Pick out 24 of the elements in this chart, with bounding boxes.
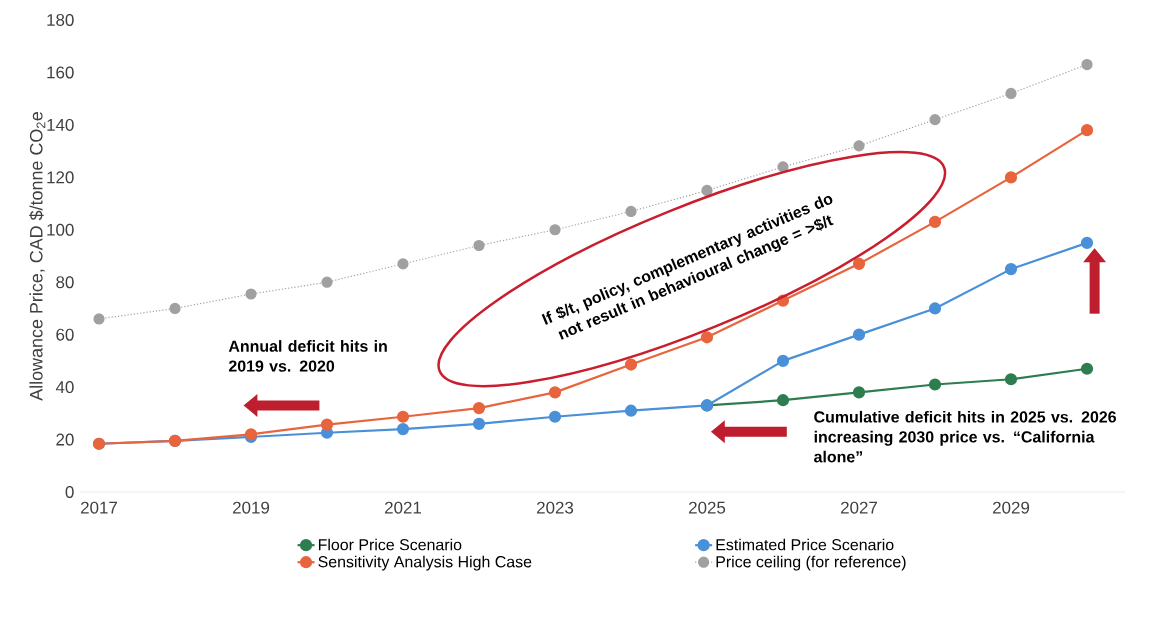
x-tick-label: 2017	[81, 501, 117, 514]
y-tick-label: 40	[55, 381, 74, 394]
annotation: Cumulative deficit hits in 2025 vs. 2026 increasing 2030 price vs. “California alone”	[814, 410, 1116, 463]
legend-label: Estimated Price Scenario	[716, 538, 894, 551]
annotation: Annual deficit hits in 2019 vs. 2020	[228, 340, 387, 372]
x-tick-label: 2021	[385, 501, 422, 514]
y-tick-label: 20	[56, 433, 74, 446]
y-tick-label: 0	[65, 486, 74, 498]
y-tick-label: 60	[56, 328, 74, 341]
y-tick-label: 120	[47, 171, 74, 184]
legend-label: Floor Price Scenario	[318, 538, 462, 551]
x-tick-label: 2019	[233, 501, 270, 514]
x-tick-label: 2027	[841, 501, 877, 514]
y-tick-label: 140	[47, 118, 74, 131]
y-tick-label: 180	[47, 14, 74, 26]
y-tick-label: 100	[47, 223, 74, 236]
x-tick-label: 2025	[689, 501, 726, 514]
y-tick-label: 80	[56, 276, 74, 289]
y-axis-title: Allowance Price, CAD $/tonne CO$_{2}$e	[29, 112, 46, 401]
y-tick-label: 160	[47, 66, 74, 79]
legend-label: Price ceiling (for reference)	[716, 555, 906, 571]
x-tick-label: 2029	[993, 501, 1030, 514]
x-tick-label: 2023	[537, 501, 574, 514]
legend-label: Sensitivity Analysis High Case	[318, 555, 532, 571]
